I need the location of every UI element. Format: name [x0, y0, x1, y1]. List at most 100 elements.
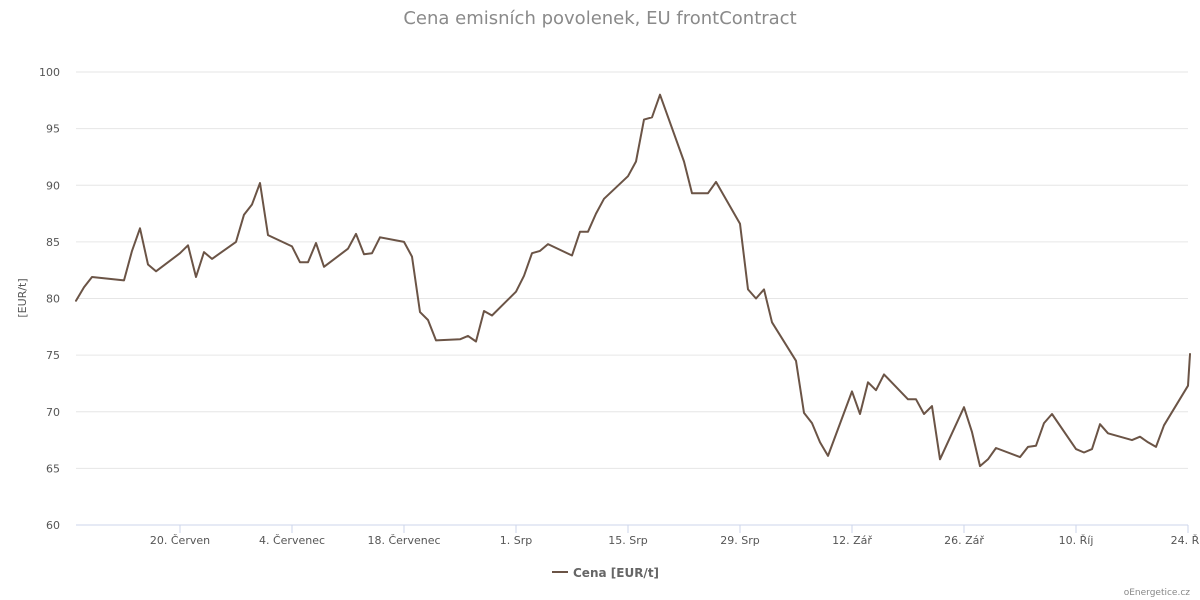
data-point[interactable] — [846, 385, 858, 397]
data-point[interactable] — [310, 237, 322, 249]
data-point[interactable] — [182, 239, 194, 251]
data-point[interactable] — [1030, 440, 1042, 452]
legend[interactable]: Cena [EUR/t] — [552, 566, 659, 580]
data-point[interactable] — [958, 401, 970, 413]
data-point[interactable] — [854, 408, 866, 420]
data-point[interactable] — [302, 256, 314, 268]
data-point[interactable] — [486, 310, 498, 322]
series-layer — [70, 89, 1196, 468]
chart-title: Cena emisních povolenek, EU frontContrac… — [403, 8, 796, 29]
data-point[interactable] — [422, 314, 434, 326]
data-point[interactable] — [766, 316, 778, 328]
data-point[interactable] — [598, 193, 610, 205]
data-point[interactable] — [70, 295, 82, 307]
x-axis-ticks: 20. Červen 4. Červenec 18. Červenec 1. Srp 1… — [150, 525, 1200, 547]
credit-text: oEnergetice.cz — [1124, 588, 1191, 598]
data-point[interactable] — [470, 336, 482, 348]
data-point[interactable] — [510, 286, 522, 298]
data-point[interactable] — [318, 261, 330, 273]
data-point[interactable] — [790, 355, 802, 367]
data-point[interactable] — [734, 218, 746, 230]
data-point[interactable] — [702, 187, 714, 199]
y-tick-label: 80 — [46, 293, 60, 306]
data-point[interactable] — [646, 111, 658, 123]
data-point[interactable] — [254, 177, 266, 189]
data-point[interactable] — [878, 368, 890, 380]
series-line — [75, 93, 1191, 468]
data-point[interactable] — [1102, 427, 1114, 439]
data-point[interactable] — [246, 199, 258, 211]
legend-label[interactable]: Cena [EUR/t] — [573, 566, 659, 580]
x-tick-label: 10. Říj — [1059, 534, 1094, 547]
data-point[interactable] — [1094, 418, 1106, 430]
x-tick-label: 15. Srp — [608, 534, 647, 547]
data-point[interactable] — [286, 240, 298, 252]
data-point[interactable] — [86, 271, 98, 283]
data-point[interactable] — [1150, 441, 1162, 453]
data-point[interactable] — [398, 236, 410, 248]
y-tick-label: 100 — [39, 66, 60, 79]
data-point[interactable] — [118, 274, 130, 286]
data-point[interactable] — [366, 247, 378, 259]
data-point[interactable] — [78, 281, 90, 293]
data-point[interactable] — [1014, 451, 1026, 463]
data-point[interactable] — [806, 417, 818, 429]
data-point[interactable] — [126, 245, 138, 257]
data-point[interactable] — [822, 450, 834, 462]
data-point[interactable] — [150, 265, 162, 277]
data-point[interactable] — [710, 176, 722, 188]
y-tick-label: 90 — [46, 179, 60, 192]
y-tick-label: 85 — [46, 236, 60, 249]
x-tick-label: 4. Červenec — [259, 534, 325, 547]
data-point[interactable] — [926, 400, 938, 412]
data-point[interactable] — [1038, 417, 1050, 429]
data-point[interactable] — [678, 156, 690, 168]
data-point[interactable] — [350, 228, 362, 240]
data-point[interactable] — [1086, 443, 1098, 455]
data-point[interactable] — [1046, 408, 1058, 420]
data-point[interactable] — [566, 250, 578, 262]
data-point[interactable] — [934, 453, 946, 465]
data-point[interactable] — [742, 283, 754, 295]
data-point[interactable] — [870, 384, 882, 396]
data-point[interactable] — [134, 222, 146, 234]
data-point[interactable] — [430, 334, 442, 346]
data-point[interactable] — [406, 251, 418, 263]
data-point[interactable] — [230, 236, 242, 248]
data-point[interactable] — [910, 393, 922, 405]
data-point[interactable] — [590, 208, 602, 220]
data-point[interactable] — [750, 293, 762, 305]
x-tick-label: 29. Srp — [720, 534, 759, 547]
data-point[interactable] — [190, 271, 202, 283]
y-axis-ticks: 60 65 70 75 80 85 90 95 100 — [39, 66, 60, 532]
data-point[interactable] — [798, 407, 810, 419]
x-tick-label: 26. Zář — [944, 534, 984, 547]
data-point[interactable] — [342, 243, 354, 255]
data-point[interactable] — [374, 231, 386, 243]
data-point[interactable] — [758, 283, 770, 295]
data-point[interactable] — [966, 426, 978, 438]
y-axis-label: [EUR/t] — [16, 278, 29, 317]
x-tick-label: 18. Červenec — [367, 534, 440, 547]
data-point[interactable] — [1182, 380, 1194, 392]
data-point[interactable] — [654, 89, 666, 101]
data-point[interactable] — [1158, 419, 1170, 431]
data-point[interactable] — [622, 170, 634, 182]
data-point[interactable] — [814, 436, 826, 448]
data-point[interactable] — [582, 226, 594, 238]
data-point[interactable] — [982, 453, 994, 465]
x-tick-label: 24. Říj — [1171, 534, 1200, 547]
data-point[interactable] — [206, 253, 218, 265]
y-tick-label: 95 — [46, 123, 60, 136]
data-point[interactable] — [630, 156, 642, 168]
y-tick-label: 60 — [46, 519, 60, 532]
data-point[interactable] — [542, 238, 554, 250]
data-point[interactable] — [518, 270, 530, 282]
data-point[interactable] — [262, 229, 274, 241]
data-point[interactable] — [1184, 348, 1196, 360]
y-tick-label: 70 — [46, 406, 60, 419]
data-point[interactable] — [990, 442, 1002, 454]
data-point[interactable] — [238, 209, 250, 221]
